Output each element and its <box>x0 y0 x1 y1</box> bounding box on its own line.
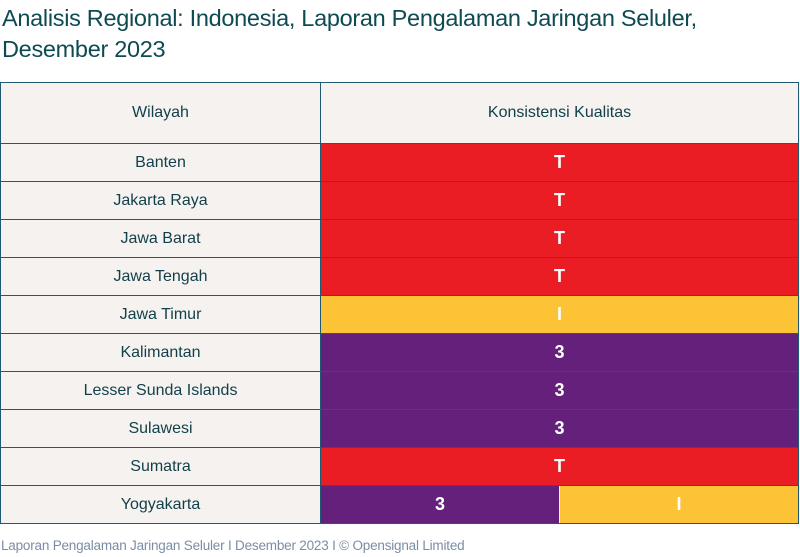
table-row: Banten T <box>0 143 799 182</box>
table-body: Banten T Jakarta Raya T Jawa Barat T Jawa Teng… <box>0 143 799 524</box>
consistency-cell: 3 <box>320 333 799 372</box>
region-cell: Sulawesi <box>0 409 321 448</box>
region-cell: Banten <box>0 143 321 182</box>
consistency-cell: 3 <box>320 371 799 410</box>
footer-credit: Laporan Pengalaman Jaringan Seluler I De… <box>1 538 465 553</box>
region-cell: Kalimantan <box>0 333 321 372</box>
region-cell: Jakarta Raya <box>0 181 321 220</box>
consistency-cell: T <box>320 181 799 220</box>
consistency-cell: T <box>320 143 799 182</box>
table-row: Jakarta Raya T <box>0 181 799 220</box>
consistency-cell: T <box>320 219 799 258</box>
table-row: Jawa Tengah T <box>0 257 799 296</box>
header-consistency: Konsistensi Kualitas <box>320 82 799 144</box>
table-row: Jawa Timur I <box>0 295 799 334</box>
table-row: Kalimantan 3 <box>0 333 799 372</box>
consistency-cell: T <box>320 447 799 486</box>
region-cell: Lesser Sunda Islands <box>0 371 321 410</box>
region-cell: Jawa Timur <box>0 295 321 334</box>
table-row: Jawa Barat T <box>0 219 799 258</box>
region-cell: Jawa Tengah <box>0 257 321 296</box>
table-row: Sumatra T <box>0 447 799 486</box>
header-region: Wilayah <box>0 82 321 144</box>
regional-table: Wilayah Konsistensi Kualitas Banten T Jaka… <box>0 82 799 524</box>
consistency-segment: 3 <box>321 486 559 523</box>
region-cell: Jawa Barat <box>0 219 321 258</box>
consistency-cell: 3 <box>320 409 799 448</box>
page-title: Analisis Regional: Indonesia, Laporan Pe… <box>2 5 697 62</box>
table-row: Sulawesi 3 <box>0 409 799 448</box>
table-row: Yogyakarta 3 I <box>0 485 799 524</box>
header-row: Wilayah Konsistensi Kualitas <box>0 82 799 144</box>
table-row: Lesser Sunda Islands 3 <box>0 371 799 410</box>
consistency-cell: T <box>320 257 799 296</box>
region-cell: Yogyakarta <box>0 485 321 524</box>
region-cell: Sumatra <box>0 447 321 486</box>
consistency-segment: I <box>559 486 798 523</box>
consistency-cell: I <box>320 295 799 334</box>
